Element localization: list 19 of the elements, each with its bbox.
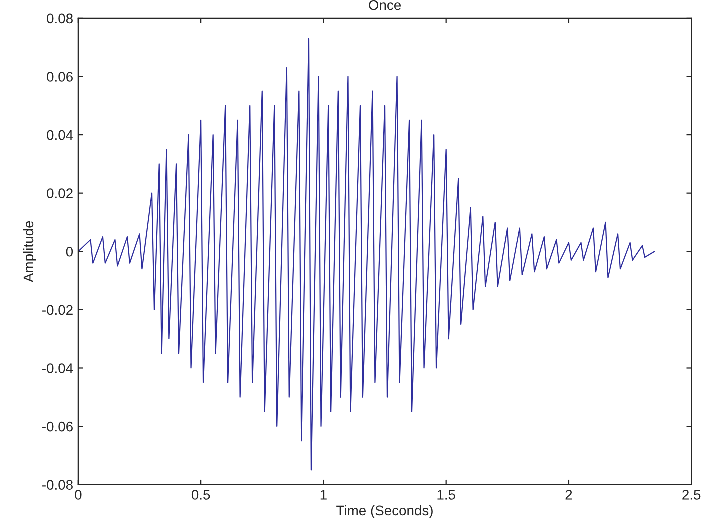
x-tick-label: 0 xyxy=(75,490,82,500)
chart-title: Once xyxy=(369,0,401,10)
x-tick-label: 2 xyxy=(566,490,572,500)
y-tick-label: 0.08 xyxy=(47,14,73,24)
y-axis-title: Amplitude xyxy=(23,221,36,282)
y-tick-label: -0.02 xyxy=(42,305,73,316)
x-tick-label: 1 xyxy=(320,490,327,500)
y-tick-label: -0.04 xyxy=(42,364,74,374)
y-tick-label: 0.04 xyxy=(47,130,74,140)
y-tick-label: -0.06 xyxy=(42,422,73,432)
y-tick-label: 0.06 xyxy=(47,72,73,82)
y-tick-label: 0 xyxy=(66,246,74,257)
x-tick-label: 2.5 xyxy=(682,490,701,500)
line-series xyxy=(78,38,656,471)
y-tick-label: 0.02 xyxy=(47,188,73,199)
x-tick-label: 0.5 xyxy=(192,490,210,500)
x-tick-label: 1.5 xyxy=(438,490,456,500)
y-tick-label: -0.08 xyxy=(42,480,73,490)
x-axis-title: Time (Seconds) xyxy=(336,505,433,518)
